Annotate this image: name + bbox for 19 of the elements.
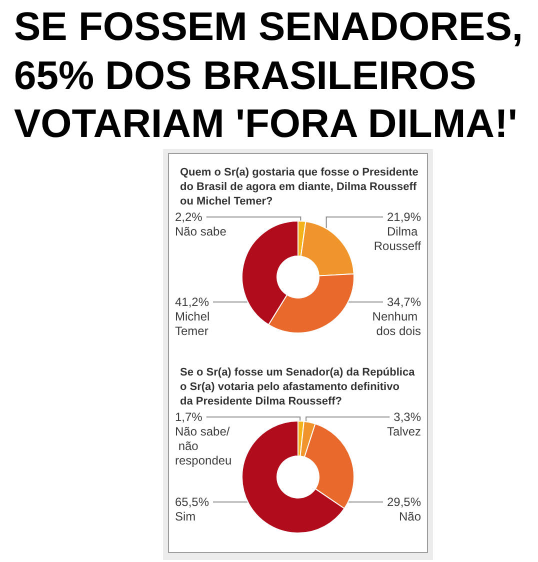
data-label: 3,3%	[394, 410, 422, 424]
data-label: 65,5%	[175, 495, 210, 509]
text: SE FOSSEM SENADORES, 65% DOS BRASILEIROS VOTARIAM 'FORA DILMA!'	[14, 4, 524, 148]
slice-label: Não sabe	[175, 224, 227, 238]
data-label: 1,7%	[175, 410, 203, 424]
data-label: 2,2%	[175, 210, 203, 224]
data-label: 41,2%	[175, 295, 210, 309]
slice-label: Sim	[175, 510, 196, 524]
slice-label: Nenhum dos dois	[372, 310, 421, 338]
slice-label: Dilma Rousseff	[374, 224, 422, 253]
slice-label: Não sabe/ não respondeu	[175, 424, 232, 468]
data-label: 34,7%	[386, 295, 422, 309]
data-label: 21,9%	[386, 210, 422, 224]
slice-label: Não	[398, 510, 422, 524]
chart-title: Se o Sr(a) fosse um Senador(a) da República o Sr(a) votaria pelo afastamento definitivo da Presidente Dilma Rousseff?	[180, 366, 416, 408]
chart-title: Quem o Sr(a) gostaria que fosse o Presidente do Brasil de agora em diante, Dilma Rousseff ou Michel Temer?	[180, 166, 418, 208]
slice-label: Michel Temer	[175, 310, 214, 338]
slice-label: Talvez	[386, 424, 421, 438]
data-label: 29,5%	[386, 495, 422, 509]
